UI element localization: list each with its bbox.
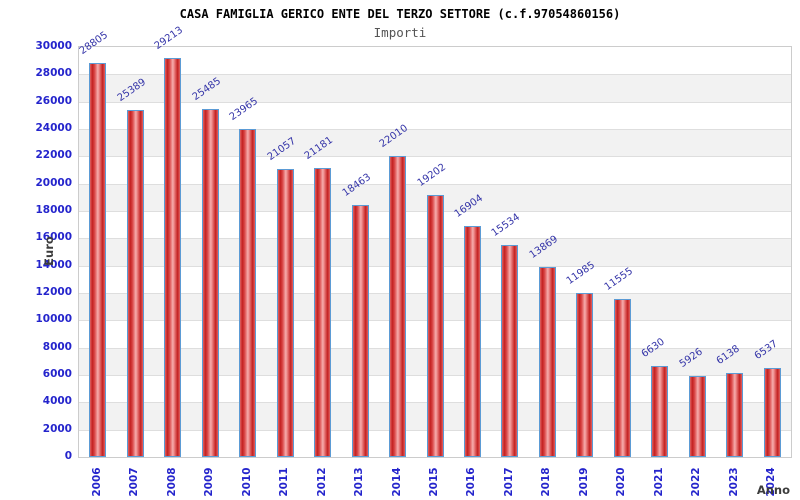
y-tick-12000: 12000 <box>35 286 72 298</box>
bar-2014 <box>389 156 407 457</box>
bar-2020 <box>613 299 631 457</box>
x-tick-2015: 2015 <box>428 467 440 497</box>
x-tick-2012: 2012 <box>315 467 328 497</box>
x-tick-2010: 2010 <box>240 467 253 497</box>
bar-2022 <box>688 376 706 457</box>
x-tick-2016: 2016 <box>465 467 478 497</box>
x-tick-2018: 2018 <box>540 467 553 497</box>
bar-2009 <box>201 108 219 457</box>
x-tick-2023: 2023 <box>727 467 740 497</box>
y-tick-14000: 14000 <box>35 258 72 271</box>
gridline <box>79 184 791 185</box>
y-tick-16000: 16000 <box>35 231 72 244</box>
x-tick-2021: 2021 <box>652 467 665 497</box>
plot-band <box>79 129 791 157</box>
y-tick-2000: 2000 <box>42 422 72 435</box>
x-tick-2022: 2022 <box>690 467 703 497</box>
y-tick-24000: 24000 <box>35 122 72 134</box>
chart-subtitle: Importi <box>373 25 427 40</box>
bar-2011 <box>276 169 294 457</box>
y-tick-28000: 28000 <box>35 67 72 80</box>
x-axis-title: Anno <box>756 483 790 497</box>
y-tick-30000: 30000 <box>35 40 72 52</box>
x-tick-2006: 2006 <box>90 467 103 497</box>
gridline <box>79 74 791 75</box>
chart-title: CASA FAMIGLIA GERICO ENTE DEL TERZO SETT… <box>179 7 621 21</box>
x-tick-2009: 2009 <box>203 467 216 497</box>
bar-2019 <box>576 293 594 457</box>
x-tick-2007: 2007 <box>128 467 141 497</box>
bar-2017 <box>501 244 519 457</box>
bar-2023 <box>726 373 744 457</box>
x-tick-2019: 2019 <box>577 467 590 497</box>
plot-area <box>78 46 792 458</box>
y-tick-6000: 6000 <box>42 368 72 380</box>
y-tick-18000: 18000 <box>35 204 72 216</box>
bar-2018 <box>538 267 556 457</box>
bar-2006 <box>89 63 107 457</box>
bar-2008 <box>164 57 182 457</box>
plot-band <box>79 47 791 75</box>
bar-2012 <box>314 167 332 457</box>
plot-band <box>79 101 791 129</box>
y-tick-20000: 20000 <box>35 176 72 189</box>
gridline <box>79 156 791 157</box>
bar-2013 <box>351 204 369 457</box>
x-tick-2014: 2014 <box>390 467 403 497</box>
plot-band <box>79 74 791 102</box>
bar-2021 <box>651 366 669 457</box>
x-tick-2017: 2017 <box>502 467 515 497</box>
gridline <box>79 102 791 103</box>
bar-2010 <box>239 129 257 457</box>
bar-2015 <box>426 194 444 457</box>
bar-2007 <box>126 110 144 457</box>
plot-band <box>79 156 791 184</box>
x-tick-2020: 2020 <box>615 467 628 497</box>
y-tick-4000: 4000 <box>42 395 72 408</box>
y-axis-title: Euro <box>42 236 56 266</box>
x-tick-2013: 2013 <box>353 467 366 497</box>
y-tick-0: 0 <box>64 450 72 462</box>
y-tick-10000: 10000 <box>35 313 72 326</box>
y-tick-22000: 22000 <box>35 149 72 162</box>
bar-2024 <box>763 367 781 457</box>
x-tick-2008: 2008 <box>165 467 178 497</box>
y-tick-8000: 8000 <box>42 340 72 353</box>
y-tick-26000: 26000 <box>35 94 72 107</box>
gridline <box>79 129 791 130</box>
x-tick-2011: 2011 <box>278 467 291 497</box>
bar-2016 <box>463 225 481 457</box>
